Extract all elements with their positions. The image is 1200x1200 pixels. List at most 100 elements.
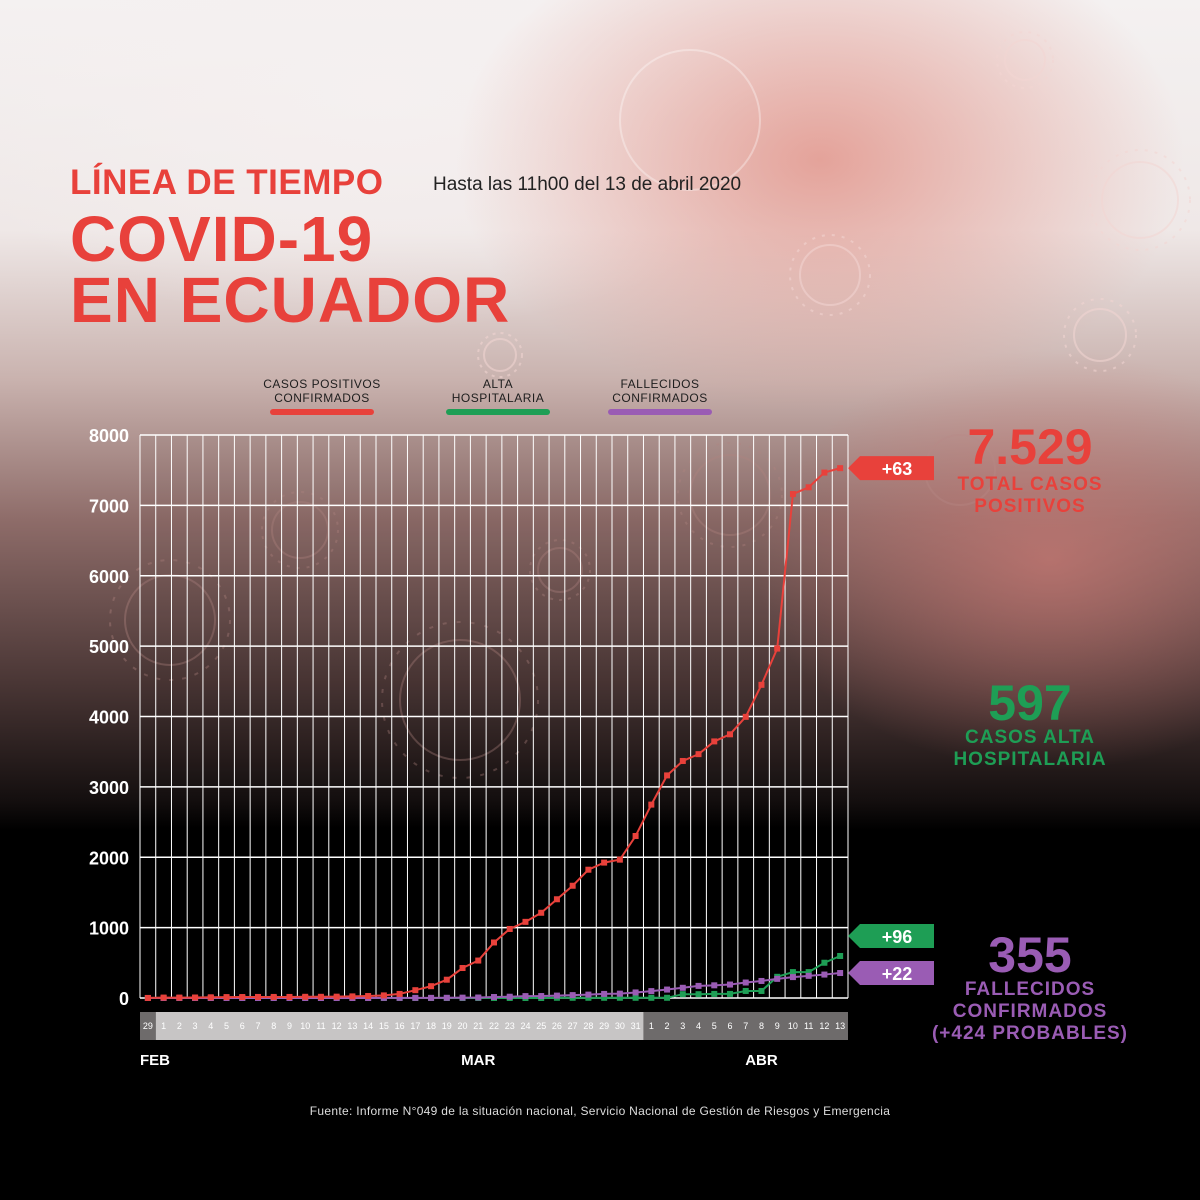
data-point — [506, 993, 513, 1000]
data-point — [459, 994, 466, 1001]
data-point — [695, 751, 702, 758]
data-point — [789, 969, 796, 976]
data-point — [286, 993, 293, 1000]
data-point — [664, 994, 671, 1001]
x-tick-label: 24 — [520, 1021, 530, 1031]
x-tick-label: 8 — [759, 1021, 764, 1031]
data-point — [679, 991, 686, 998]
x-tick-label: 28 — [583, 1021, 593, 1031]
x-tick-label: 5 — [712, 1021, 717, 1031]
x-tick-label: 15 — [379, 1021, 389, 1031]
data-point — [443, 994, 450, 1001]
y-tick-label: 6000 — [89, 567, 129, 587]
x-tick-label: 19 — [442, 1021, 452, 1031]
series-badge-label: +96 — [882, 927, 913, 947]
data-point — [601, 859, 608, 866]
date-band — [155, 1012, 644, 1040]
data-point — [491, 939, 497, 946]
x-tick-label: 30 — [615, 1021, 625, 1031]
y-tick-label: 7000 — [89, 496, 129, 516]
x-tick-label: 1 — [161, 1021, 166, 1031]
stat-alta-value: 597 — [988, 675, 1072, 731]
series-badge — [848, 923, 934, 948]
legend-positivos: CASOS POSITIVOS CONFIRMADOS — [242, 377, 402, 415]
data-point — [144, 994, 151, 1001]
x-tick-label: 3 — [193, 1021, 198, 1031]
legend-alta: ALTA HOSPITALARIA — [418, 377, 578, 415]
data-point — [821, 971, 828, 978]
data-point — [632, 994, 639, 1001]
legend-alta-line1: ALTA — [482, 377, 514, 391]
data-point — [538, 909, 545, 916]
x-tick-label: 10 — [788, 1021, 798, 1031]
data-point — [317, 993, 324, 1000]
x-tick-label: 13 — [835, 1021, 845, 1031]
x-tick-label: 25 — [536, 1021, 546, 1031]
data-point — [821, 959, 828, 966]
legend-positivos-line1: CASOS POSITIVOS — [263, 377, 381, 391]
x-tick-label: 20 — [458, 1021, 468, 1031]
data-point — [632, 989, 639, 996]
data-point — [428, 994, 435, 1001]
data-point — [585, 866, 592, 873]
x-tick-label: 14 — [363, 1021, 373, 1031]
x-tick-label: 21 — [473, 1021, 483, 1031]
data-point — [585, 994, 592, 1001]
x-tick-label: 23 — [505, 1021, 515, 1031]
stat-alta-label1: CASOS ALTA — [965, 727, 1095, 748]
series-badge — [848, 456, 934, 481]
data-point — [459, 965, 466, 972]
y-tick-label: 2000 — [89, 848, 129, 868]
data-point — [207, 994, 214, 1001]
legend-fallecidos-line1: FALLECIDOS — [620, 377, 700, 391]
x-tick-label: 31 — [631, 1021, 641, 1031]
stat-fallecidos-label1: FALLECIDOS — [964, 979, 1096, 1000]
data-point — [522, 993, 529, 1000]
date-band — [643, 1012, 848, 1040]
legend-positivos-swatch — [270, 409, 374, 415]
data-point — [522, 918, 529, 925]
data-point — [223, 994, 230, 1001]
source-note: Fuente: Informe N°049 de la situación na… — [309, 1104, 891, 1118]
data-point — [396, 994, 403, 1001]
data-point — [805, 972, 812, 979]
data-point — [255, 993, 261, 1000]
x-tick-label: 7 — [743, 1021, 748, 1031]
stat-fallecidos-value: 355 — [988, 927, 1072, 983]
data-point — [632, 832, 639, 839]
stat-positivos-value: 7.529 — [967, 419, 1093, 475]
data-point — [837, 952, 844, 959]
data-point — [176, 994, 183, 1001]
x-tick-label: 12 — [819, 1021, 829, 1031]
x-tick-label: 11 — [316, 1021, 325, 1031]
data-point — [616, 994, 623, 1001]
title-line-1: LÍNEA DE TIEMPO — [70, 163, 384, 202]
data-point — [349, 993, 356, 1000]
data-point — [475, 957, 482, 964]
x-tick-label: 1 — [649, 1021, 654, 1031]
data-point — [711, 738, 718, 745]
x-tick-label: 8 — [271, 1021, 276, 1031]
month-label: MAR — [461, 1052, 495, 1069]
data-point — [805, 484, 812, 491]
x-tick-label: 5 — [224, 1021, 229, 1031]
x-tick-label: 2 — [177, 1021, 182, 1031]
data-point — [270, 993, 277, 1000]
data-point — [742, 987, 749, 994]
data-point — [711, 990, 718, 997]
x-tick-label: 9 — [287, 1021, 292, 1031]
data-point — [380, 992, 387, 999]
data-point — [679, 984, 686, 991]
data-point — [727, 731, 733, 738]
y-tick-label: 3000 — [89, 778, 129, 798]
data-point — [412, 994, 419, 1001]
x-tick-label: 16 — [395, 1021, 405, 1031]
data-point — [192, 994, 199, 1001]
x-tick-label: 27 — [568, 1021, 578, 1031]
data-point — [506, 925, 513, 932]
x-tick-label: 26 — [552, 1021, 562, 1031]
data-point — [412, 987, 419, 994]
